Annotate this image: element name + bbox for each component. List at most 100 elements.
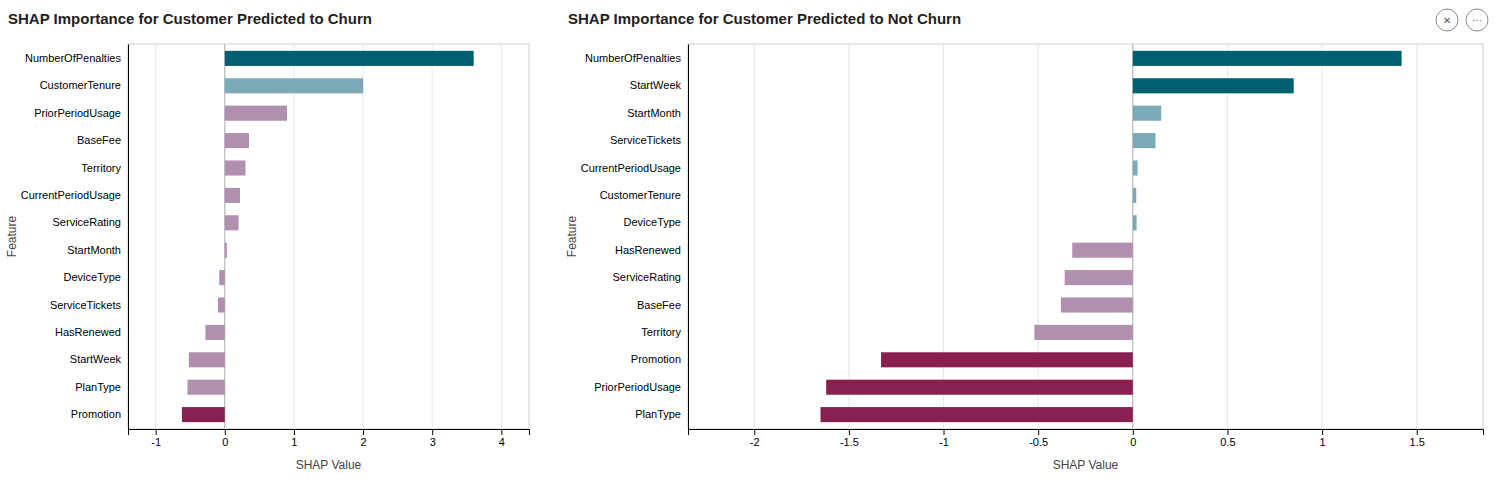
y-axis: NumberOfPenalties CustomerTenure PriorPeri… bbox=[21, 45, 129, 430]
y-tick: BaseFee bbox=[637, 299, 688, 311]
bar bbox=[826, 380, 1133, 395]
y-tick-label: DeviceType bbox=[624, 216, 681, 228]
y-tick: ServiceRating bbox=[53, 216, 128, 228]
y-tick: StartMonth bbox=[627, 107, 688, 119]
x-tick-mark bbox=[944, 429, 945, 435]
x-tick-mark bbox=[1322, 429, 1323, 435]
bar bbox=[821, 407, 1133, 422]
x-tick: -2 bbox=[750, 429, 760, 448]
grid bbox=[754, 44, 1417, 429]
x-axis-title: SHAP Value bbox=[296, 458, 362, 472]
y-tick-label: HasRenewed bbox=[615, 244, 681, 256]
bar bbox=[218, 297, 225, 312]
bar bbox=[225, 160, 246, 175]
y-tick: NumberOfPenalties bbox=[25, 52, 128, 64]
bar bbox=[225, 51, 474, 66]
y-axis-title: Feature bbox=[565, 215, 579, 257]
x-tick-label: 3 bbox=[430, 436, 436, 448]
y-tick: CustomerTenure bbox=[600, 189, 688, 201]
grid-line bbox=[293, 44, 294, 429]
y-tick-label: ServiceTickets bbox=[50, 299, 122, 311]
y-tick-label: CustomerTenure bbox=[600, 189, 681, 201]
x-axis-title: SHAP Value bbox=[1053, 458, 1119, 472]
x-tick-mark bbox=[1133, 429, 1134, 435]
x-tick: 2 bbox=[361, 429, 367, 448]
y-tick-label: HasRenewed bbox=[55, 326, 121, 338]
grid-line bbox=[1227, 44, 1228, 429]
y-tick-label: DeviceType bbox=[64, 271, 121, 283]
bar bbox=[1065, 270, 1133, 285]
grid-line bbox=[1322, 44, 1323, 429]
chart-panel: SHAP Importance for Customer Predicted t… bbox=[5, 10, 530, 472]
x-tick-mark bbox=[225, 429, 226, 435]
x-tick-label: 0 bbox=[1130, 436, 1136, 448]
x-tick: 0 bbox=[1130, 429, 1136, 448]
bar bbox=[1133, 106, 1161, 121]
chart-title: SHAP Importance for Customer Predicted t… bbox=[568, 10, 961, 27]
plot-area: -101234NumberOfPenaltiesCustomerTenurePr… bbox=[5, 44, 530, 472]
x-tick-mark bbox=[1227, 429, 1228, 435]
y-tick: Promotion bbox=[71, 408, 128, 420]
y-tick: PriorPeriodUsage bbox=[34, 107, 128, 119]
y-tick: Territory bbox=[641, 326, 688, 338]
y-tick: PriorPeriodUsage bbox=[594, 381, 688, 393]
y-tick: StartWeek bbox=[630, 79, 688, 91]
chart-panel: SHAP Importance for Customer Predicted t… bbox=[565, 9, 1488, 472]
y-tick: DeviceType bbox=[624, 216, 688, 228]
plot-area: -2-1.5-1-0.500.511.5NumberOfPenaltiesSta… bbox=[565, 44, 1484, 472]
grid-line bbox=[848, 44, 849, 429]
y-tick: Promotion bbox=[631, 353, 688, 365]
y-tick: ServiceRating bbox=[613, 271, 688, 283]
x-tick: -1.5 bbox=[840, 429, 859, 448]
y-tick-label: PlanType bbox=[75, 381, 121, 393]
y-tick: CustomerTenure bbox=[40, 79, 128, 91]
x-tick-label: 2 bbox=[361, 436, 367, 448]
grid-line bbox=[155, 44, 156, 429]
x-tick: 3 bbox=[430, 429, 436, 448]
x-tick-mark bbox=[501, 429, 502, 435]
x-tick-label: -1.5 bbox=[840, 436, 859, 448]
bar bbox=[1034, 325, 1132, 340]
bar bbox=[225, 78, 363, 93]
x-tick-mark bbox=[754, 429, 755, 435]
x-tick-mark bbox=[363, 429, 364, 435]
bar bbox=[1072, 243, 1133, 258]
grid bbox=[156, 44, 502, 429]
grid-line bbox=[363, 44, 364, 429]
bar bbox=[1133, 188, 1136, 203]
grid-line bbox=[224, 44, 225, 429]
x-tick-mark bbox=[1417, 429, 1418, 435]
bar bbox=[187, 380, 224, 395]
bars bbox=[182, 51, 474, 422]
grid-line bbox=[1132, 44, 1133, 429]
y-tick-label: Territory bbox=[641, 326, 681, 338]
y-tick: BaseFee bbox=[77, 134, 128, 146]
y-tick-label: CurrentPeriodUsage bbox=[581, 162, 681, 174]
x-tick-mark bbox=[1038, 429, 1039, 435]
x-tick-label: -2 bbox=[750, 436, 760, 448]
y-tick: ServiceTickets bbox=[610, 134, 688, 146]
y-tick: PlanType bbox=[75, 381, 128, 393]
x-tick-label: 0.5 bbox=[1220, 436, 1235, 448]
bar bbox=[182, 407, 225, 422]
bar bbox=[881, 352, 1133, 367]
x-tick: 4 bbox=[499, 429, 505, 448]
y-tick-label: BaseFee bbox=[77, 134, 121, 146]
y-tick-label: StartMonth bbox=[67, 244, 121, 256]
x-tick-label: -1 bbox=[939, 436, 949, 448]
y-axis: NumberOfPenalties StartWeek StartMonth Serv… bbox=[581, 45, 689, 430]
grid-line bbox=[432, 44, 433, 429]
bar bbox=[205, 325, 224, 340]
y-tick-label: NumberOfPenalties bbox=[25, 52, 121, 64]
y-tick: HasRenewed bbox=[55, 326, 128, 338]
y-tick-label: CurrentPeriodUsage bbox=[21, 189, 121, 201]
x-tick: -1 bbox=[151, 429, 161, 448]
y-tick-label: Promotion bbox=[631, 353, 681, 365]
bar bbox=[219, 270, 225, 285]
annotation-icon bbox=[1436, 9, 1458, 31]
y-tick-label: PriorPeriodUsage bbox=[594, 381, 681, 393]
y-tick: ServiceTickets bbox=[50, 299, 128, 311]
y-tick-label: ServiceTickets bbox=[610, 134, 682, 146]
x-axis-line bbox=[689, 430, 1484, 436]
y-tick-label: NumberOfPenalties bbox=[585, 52, 681, 64]
